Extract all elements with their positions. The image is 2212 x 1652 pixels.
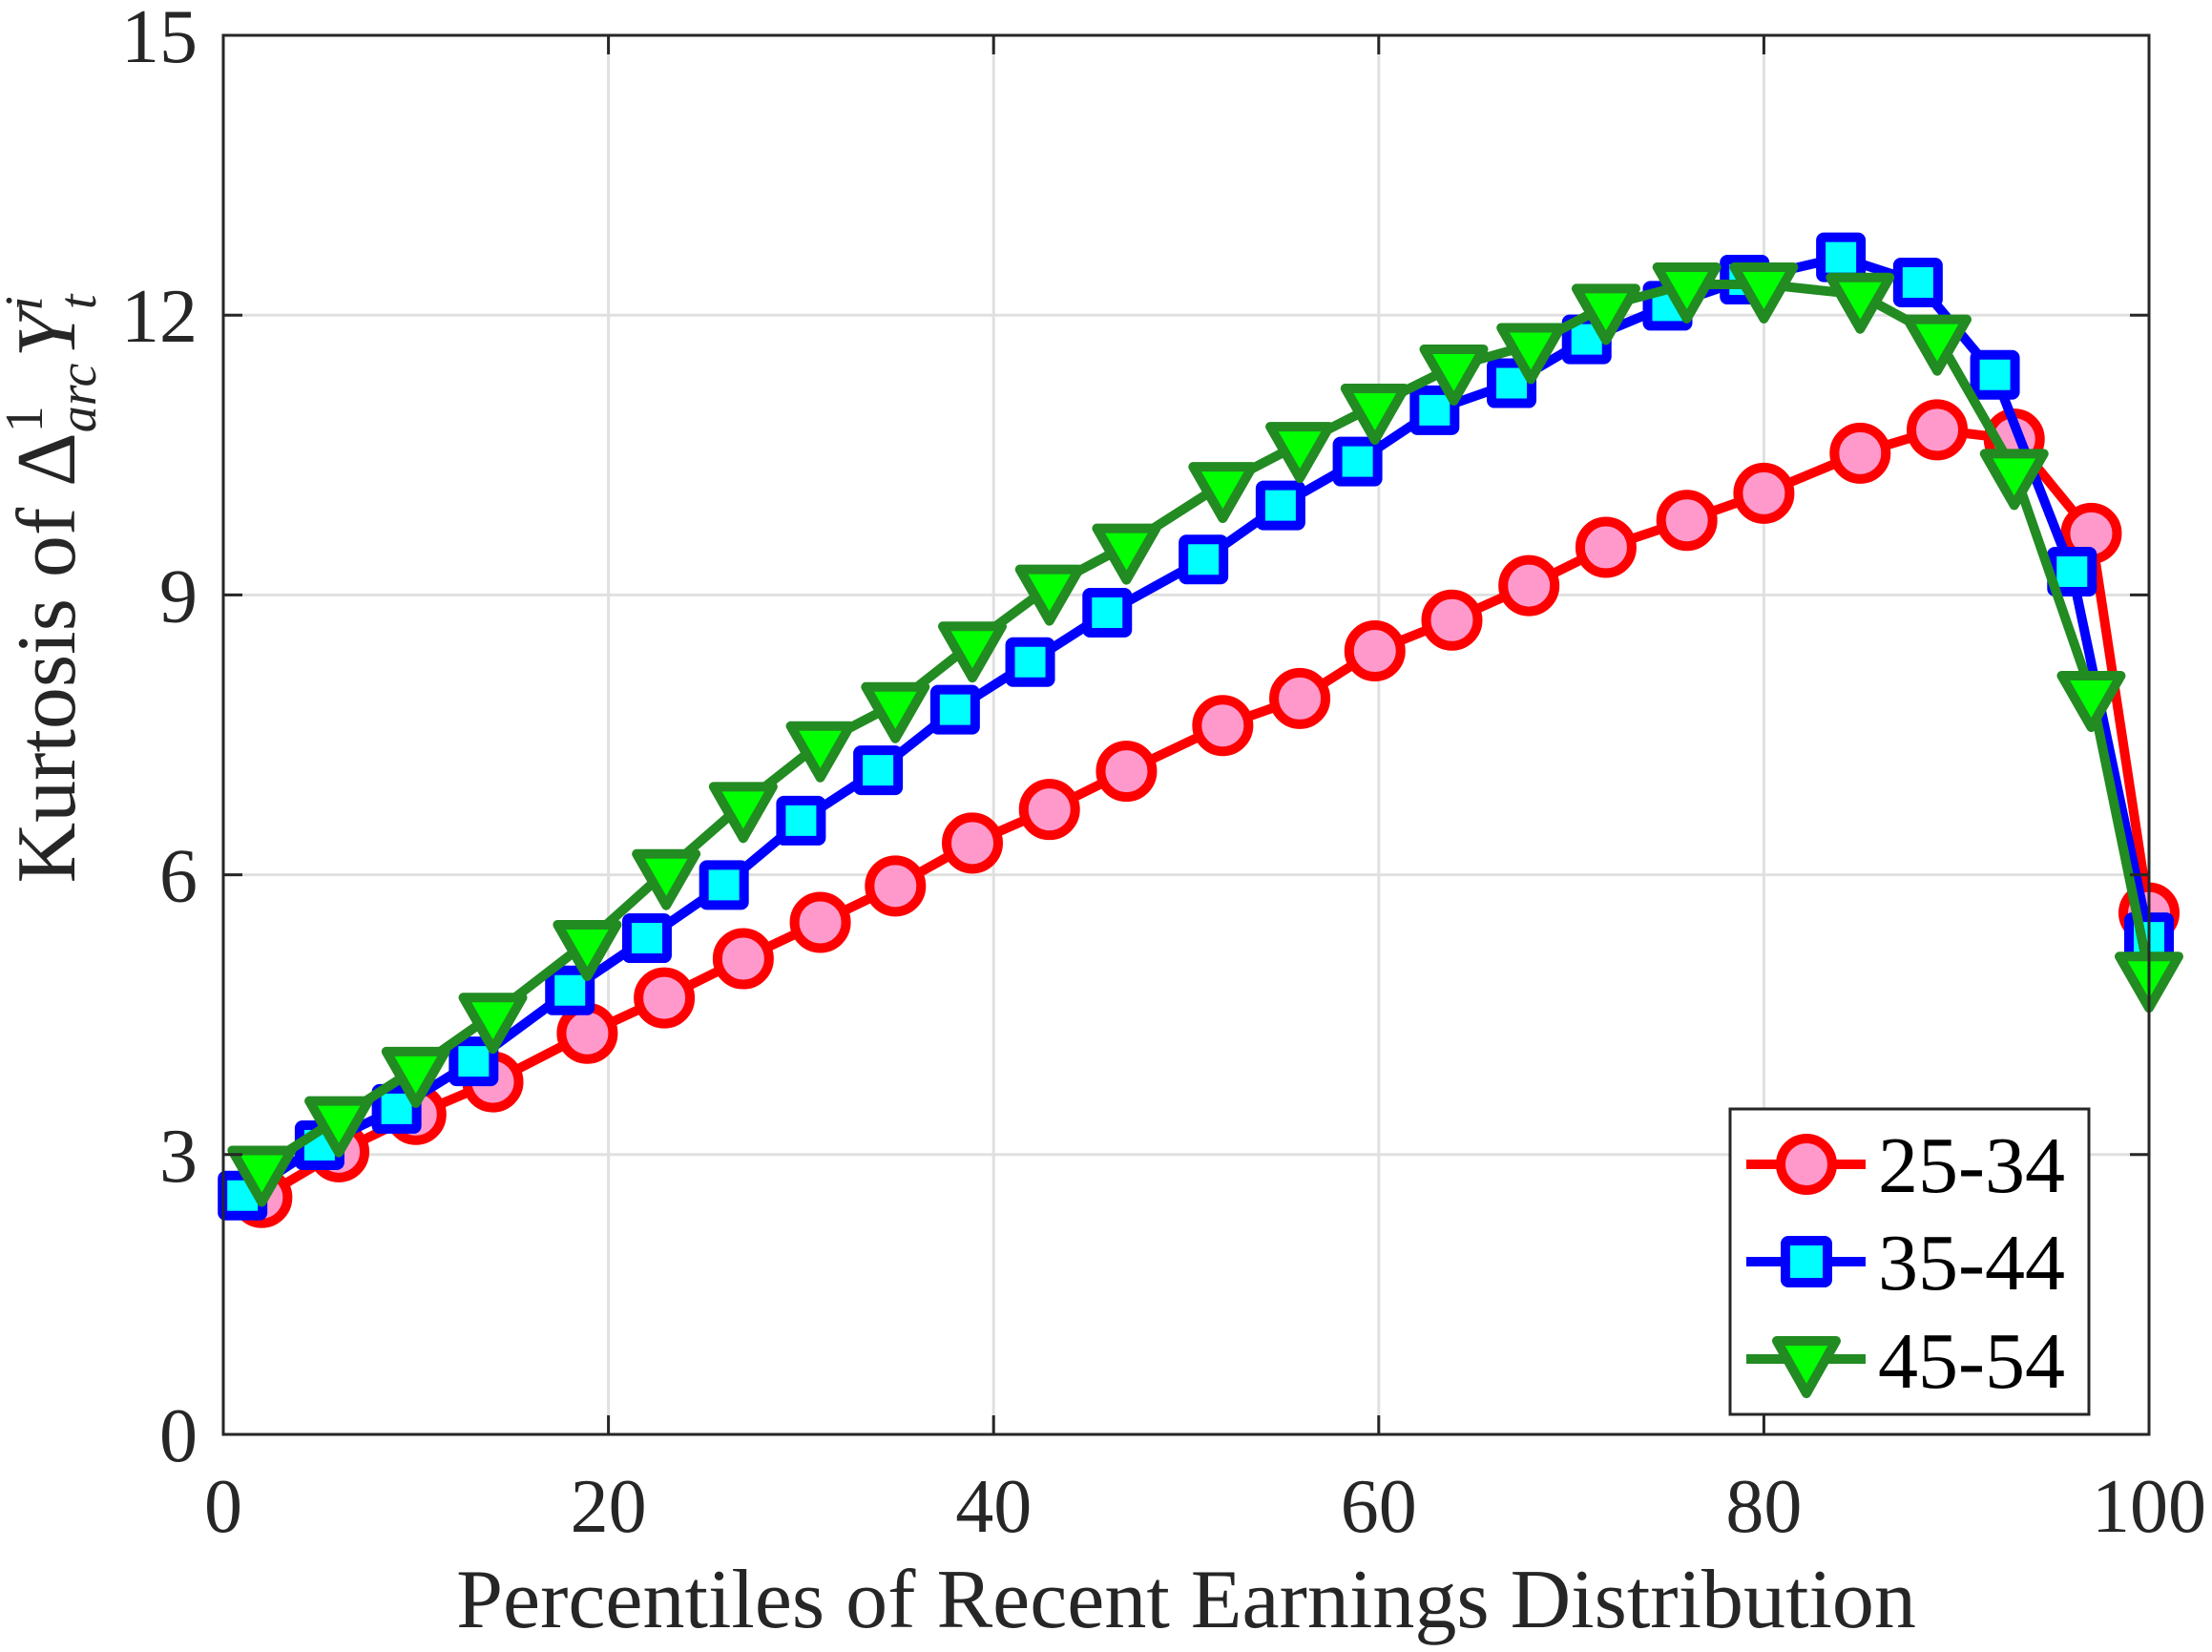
y-tick-label: 6: [159, 835, 198, 919]
circle-marker: [1192, 695, 1254, 757]
circle-marker: [1344, 620, 1406, 682]
y-tick-label: 0: [159, 1394, 198, 1478]
triangle-down-marker: [458, 993, 528, 1055]
axes-frame: [221, 33, 2151, 1436]
square-marker: [853, 745, 904, 796]
square-marker: [1179, 534, 1229, 585]
square-marker: [776, 795, 826, 846]
square-marker: [1005, 637, 1055, 687]
triangle-down-marker: [1903, 314, 1972, 376]
triangle-down-marker: [1826, 272, 1895, 334]
triangle-down-marker: [381, 1046, 450, 1108]
y-axis-label-var-sup: i: [0, 296, 54, 311]
triangle-down-marker: [1652, 261, 1722, 324]
triangle-down-marker: [1419, 344, 1489, 406]
y-axis-label-var-sub: t: [49, 293, 108, 309]
square-marker: [545, 965, 595, 1015]
x-tick-label: 80: [1725, 1465, 1802, 1549]
circle-marker: [556, 1002, 618, 1064]
triangle-down-marker: [1729, 261, 1799, 324]
triangle-down-marker: [1014, 564, 1084, 626]
circle-marker: [1575, 516, 1637, 578]
circle-marker: [634, 967, 696, 1029]
circle-marker: [865, 855, 927, 917]
triangle-down-marker: [1340, 384, 1409, 446]
triangle-down-marker: [2056, 671, 2126, 733]
circle-marker-icon: [1776, 1134, 1837, 1195]
circle-marker: [1018, 779, 1080, 841]
triangle-down-marker: [553, 919, 622, 981]
circle-marker: [1733, 462, 1795, 524]
triangle-down-marker: [1188, 462, 1258, 524]
circle-marker: [1421, 589, 1483, 651]
triangle-down-marker: [227, 1145, 297, 1207]
legend-label: 35-44: [1878, 1219, 2065, 1307]
legend-item-25-34[interactable]: 25-34: [1746, 1121, 2065, 1210]
square-marker: [371, 1083, 422, 1134]
y-axis-label-sub: arc: [49, 364, 108, 433]
circle-marker: [1269, 667, 1331, 729]
square-marker: [699, 860, 749, 910]
circle-marker: [1656, 490, 1718, 552]
triangle-down-marker-icon: [1772, 1336, 1841, 1398]
circle-marker: [1829, 422, 1891, 484]
y-axis-label: Kurtosis of Δ1arc Yit: [0, 293, 108, 883]
square-marker: [1409, 385, 1460, 435]
x-tick-label: 40: [955, 1465, 1032, 1549]
y-axis-label-delta: Δ: [1, 432, 94, 487]
triangle-down-marker: [1265, 422, 1335, 484]
x-tick-label: 100: [2092, 1465, 2206, 1549]
y-axis-label-sup: 1: [0, 406, 54, 432]
x-axis-label: Percentiles of Recent Earnings Distribut…: [456, 1554, 1916, 1646]
square-marker: [1082, 587, 1133, 638]
plot-border: [221, 33, 2151, 1436]
circle-marker: [1907, 399, 1969, 461]
square-marker: [1816, 232, 1867, 282]
square-marker: [1255, 480, 1305, 531]
legend-label: 45-54: [1878, 1317, 2065, 1406]
triangle-down-marker: [1092, 523, 1161, 585]
square-marker: [929, 684, 980, 735]
legend-item-45-54[interactable]: 45-54: [1746, 1317, 2065, 1406]
series-35-44: [218, 232, 2174, 1221]
circle-marker: [1498, 554, 1560, 617]
circle-marker: [1096, 741, 1158, 803]
square-marker: [449, 1036, 499, 1087]
circle-marker: [942, 812, 1004, 874]
x-tick-label: 60: [1341, 1465, 1417, 1549]
triangle-down-marker: [1979, 449, 2049, 511]
triangle-down-marker: [861, 681, 930, 743]
triangle-down-marker: [785, 721, 855, 783]
legend-label: 25-34: [1878, 1121, 2065, 1210]
y-tick-label: 9: [159, 554, 198, 638]
triangle-down-marker: [708, 782, 778, 844]
square-marker-icon: [1781, 1236, 1832, 1287]
triangle-down-marker: [632, 848, 701, 910]
triangle-down-marker: [1496, 323, 1566, 385]
y-tick-label: 3: [159, 1115, 198, 1199]
x-tick-label: 20: [571, 1465, 647, 1549]
circle-marker: [712, 928, 774, 990]
square-marker: [1892, 257, 1943, 307]
triangle-down-marker: [304, 1096, 374, 1158]
svg-text:Kurtosis of Δ1arcYit: Kurtosis of Δ1arc Yit: [0, 293, 108, 883]
circle-marker: [789, 891, 851, 953]
square-marker: [1332, 436, 1383, 487]
square-marker: [1970, 349, 2020, 400]
square-marker: [621, 913, 672, 964]
legend: 25-34 35-44 45-54: [1728, 1107, 2091, 1416]
y-tick-label: 12: [121, 275, 198, 359]
triangle-down-marker: [1571, 283, 1640, 345]
triangle-down-marker: [938, 621, 1008, 683]
y-axis-label-prefix: Kurtosis of: [1, 487, 94, 884]
y-axis-label-var: Y: [1, 303, 94, 358]
y-tick-label: 15: [121, 0, 198, 79]
x-tick-label: 0: [204, 1465, 242, 1549]
tick-labels: 0 20 40 60 80 100 0 3 6 9 12 15: [121, 0, 2206, 1549]
legend-item-35-44[interactable]: 35-44: [1746, 1219, 2065, 1307]
series-layer: [218, 232, 2183, 1228]
